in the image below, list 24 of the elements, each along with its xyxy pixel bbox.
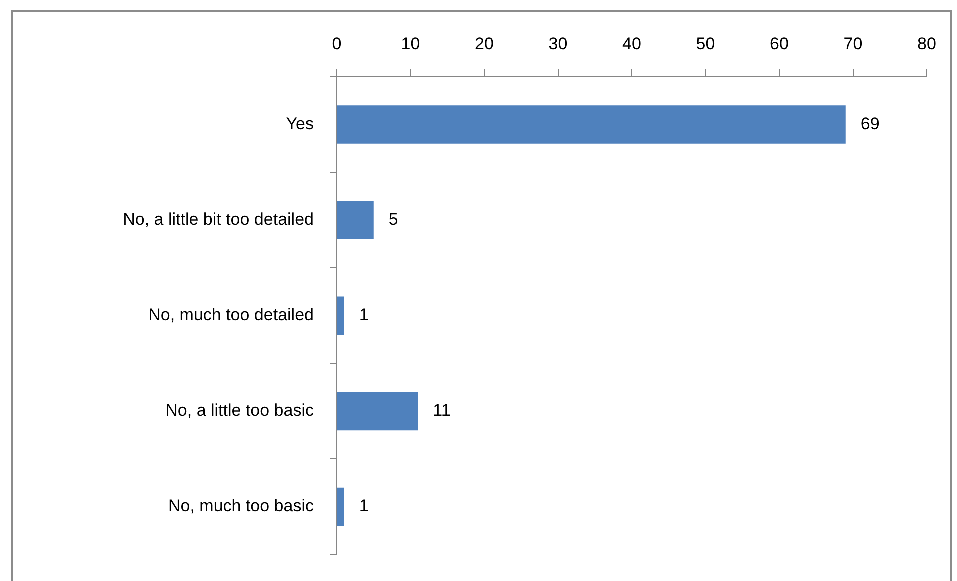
x-tick-label: 0: [332, 34, 342, 54]
x-tick-label: 60: [770, 34, 789, 54]
bar: [338, 488, 344, 526]
x-tick-label: 70: [844, 34, 863, 54]
y-tick-label: No, a little bit too detailed: [123, 210, 314, 230]
bar: [338, 201, 374, 240]
y-tick-label: Yes: [286, 114, 314, 134]
x-tick-label: 10: [401, 34, 420, 54]
x-tick-label: 80: [918, 34, 936, 54]
x-tick-label: 50: [696, 34, 716, 54]
y-tick-label: No, much too detailed: [148, 306, 314, 325]
x-tick-label: 40: [622, 34, 642, 54]
bar: [338, 106, 846, 144]
y-tick-label: No, a little too basic: [166, 401, 314, 420]
data-label: 5: [388, 210, 398, 230]
data-label: 69: [860, 114, 880, 134]
data-label: 11: [433, 401, 451, 420]
bar: [338, 296, 344, 336]
data-label: 1: [359, 496, 369, 516]
bar: [338, 392, 418, 431]
data-label: 1: [359, 306, 369, 325]
x-tick-label: 20: [475, 34, 494, 54]
x-tick-label: 30: [548, 34, 568, 54]
y-tick-label: No, much too basic: [168, 496, 314, 516]
